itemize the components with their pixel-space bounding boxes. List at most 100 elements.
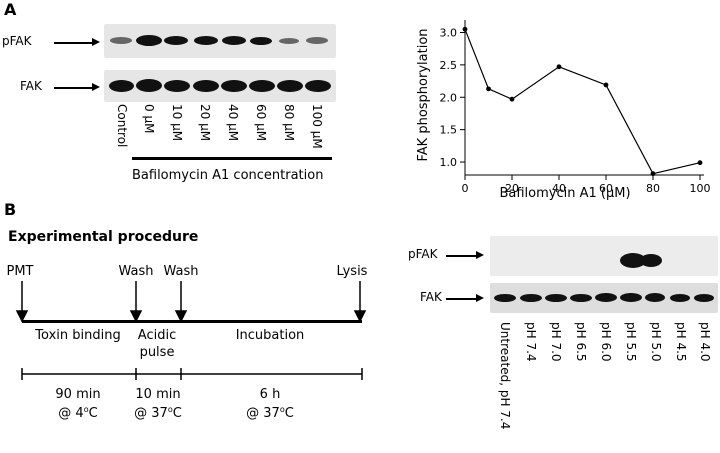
y-tick-label: 1.5 (440, 124, 458, 137)
time-ruler (21, 368, 363, 380)
data-point (697, 160, 703, 166)
band (305, 80, 331, 92)
lane-label-a: 80 μM (282, 104, 296, 142)
panel-a-letter: A (4, 0, 17, 19)
y-tick-label: 2.0 (440, 91, 458, 104)
fak-label-b: FAK (420, 290, 442, 304)
lane-label-a: Control (115, 104, 129, 148)
y-tick-label: 3.0 (440, 26, 458, 39)
lane-label-a: 60 μM (254, 104, 268, 142)
band (250, 37, 272, 45)
lane-label-b: Untreated, pH 7.4 (498, 322, 512, 430)
chart-ticks: 1.0 1.5 2.0 2.5 3.0 0 20 40 60 80 100 (440, 26, 711, 195)
band (520, 294, 542, 302)
lane-label-a: 10 μM (170, 104, 184, 142)
series-line (464, 28, 701, 175)
fak-arrowhead-b (476, 294, 484, 302)
band (694, 294, 714, 302)
band (595, 293, 617, 302)
x-tick-label: 80 (646, 182, 660, 195)
band (109, 80, 134, 92)
data-point (486, 86, 491, 92)
band (136, 35, 162, 46)
blot-a-fak (104, 70, 336, 102)
band (620, 253, 646, 268)
time-duration-3: 6 h (260, 387, 281, 402)
time-duration-2: 10 min (135, 387, 180, 402)
x-axis-label: Bafilomycin A1 (μM) (499, 186, 630, 201)
time-temp-2: @ 37oC (134, 405, 182, 421)
band (570, 294, 592, 302)
band (494, 294, 516, 302)
data-point (462, 26, 468, 32)
pfak-label-b: pFAK (408, 247, 438, 261)
pfak-arrow-b (446, 255, 478, 257)
chart-points (462, 26, 703, 177)
timeline-bar (22, 320, 362, 323)
group-bar-a (132, 157, 332, 160)
blot-b-fak (490, 283, 718, 313)
band (279, 38, 299, 44)
band (306, 37, 328, 44)
data-point (509, 96, 515, 102)
phase-label-acidic: Acidic (138, 328, 176, 343)
time-duration-1: 90 min (55, 387, 100, 402)
band (645, 293, 665, 302)
pfak-arrow-a (54, 42, 94, 44)
band (110, 37, 132, 44)
x-tick-label: 40 (552, 182, 566, 195)
lane-label-a: 20 μM (198, 104, 212, 142)
event-label-lysis: Lysis (337, 264, 368, 279)
group-label-a: Bafilomycin A1 concentration (132, 168, 324, 183)
lane-label-a: 100 μM (310, 104, 324, 149)
panel-b-letter: B (4, 200, 17, 219)
event-label-wash-1: Wash (118, 264, 153, 279)
band (249, 80, 275, 92)
x-tick-label: 60 (599, 182, 613, 195)
lane-label-b: pH 7.4 (524, 322, 538, 362)
lane-label-b: pH 4.5 (674, 322, 688, 362)
lane-label-a: 0 μM (142, 104, 156, 134)
lane-label-b: pH 5.5 (624, 322, 638, 362)
data-point (650, 171, 656, 177)
band (277, 80, 303, 92)
pfak-arrowhead-b (476, 251, 484, 259)
data-point (603, 82, 609, 88)
y-tick-label: 2.5 (440, 59, 458, 72)
y-tick-label: 1.0 (440, 156, 458, 169)
lane-label-b: pH 7.0 (549, 322, 563, 362)
fak-arrowhead-a (92, 83, 100, 91)
fak-arrow-b (446, 298, 478, 300)
y-axis-label: FAK phosphorylation (416, 28, 431, 161)
x-tick-label: 20 (505, 182, 519, 195)
lane-label-b: pH 6.5 (574, 322, 588, 362)
time-temp-3: @ 37oC (246, 405, 294, 421)
band (620, 293, 642, 302)
band (136, 79, 162, 92)
lane-label-b: pH 5.0 (649, 322, 663, 362)
band (221, 80, 247, 92)
band (164, 80, 190, 92)
pfak-label-a: pFAK (2, 34, 32, 48)
band (164, 36, 188, 45)
fak-phosphorylation-chart: 1.0 1.5 2.0 2.5 3.0 0 20 40 60 80 100 FAK phosphor… (416, 20, 711, 201)
x-tick-label: 0 (462, 182, 469, 195)
blot-a-pfak (104, 24, 336, 58)
lane-label-b: pH 6.0 (599, 322, 613, 362)
band (194, 36, 218, 45)
pfak-arrowhead-a (92, 38, 100, 46)
blot-b-pfak (490, 236, 718, 276)
fak-label-a: FAK (20, 79, 42, 93)
event-label-pmt: PMT (7, 264, 34, 279)
event-arrows (15, 281, 367, 323)
event-label-wash-2: Wash (163, 264, 198, 279)
band (640, 254, 662, 267)
time-temp-1: @ 4oC (58, 405, 97, 421)
phase-label-incubation: Incubation (236, 328, 305, 343)
band (222, 36, 246, 45)
band (545, 294, 567, 302)
band (670, 294, 690, 302)
phase-label-toxin: Toxin binding (34, 328, 120, 343)
procedure-timeline: PMT Wash Wash Lysis Toxin binding Acidic… (7, 264, 368, 421)
fak-arrow-a (54, 87, 94, 89)
